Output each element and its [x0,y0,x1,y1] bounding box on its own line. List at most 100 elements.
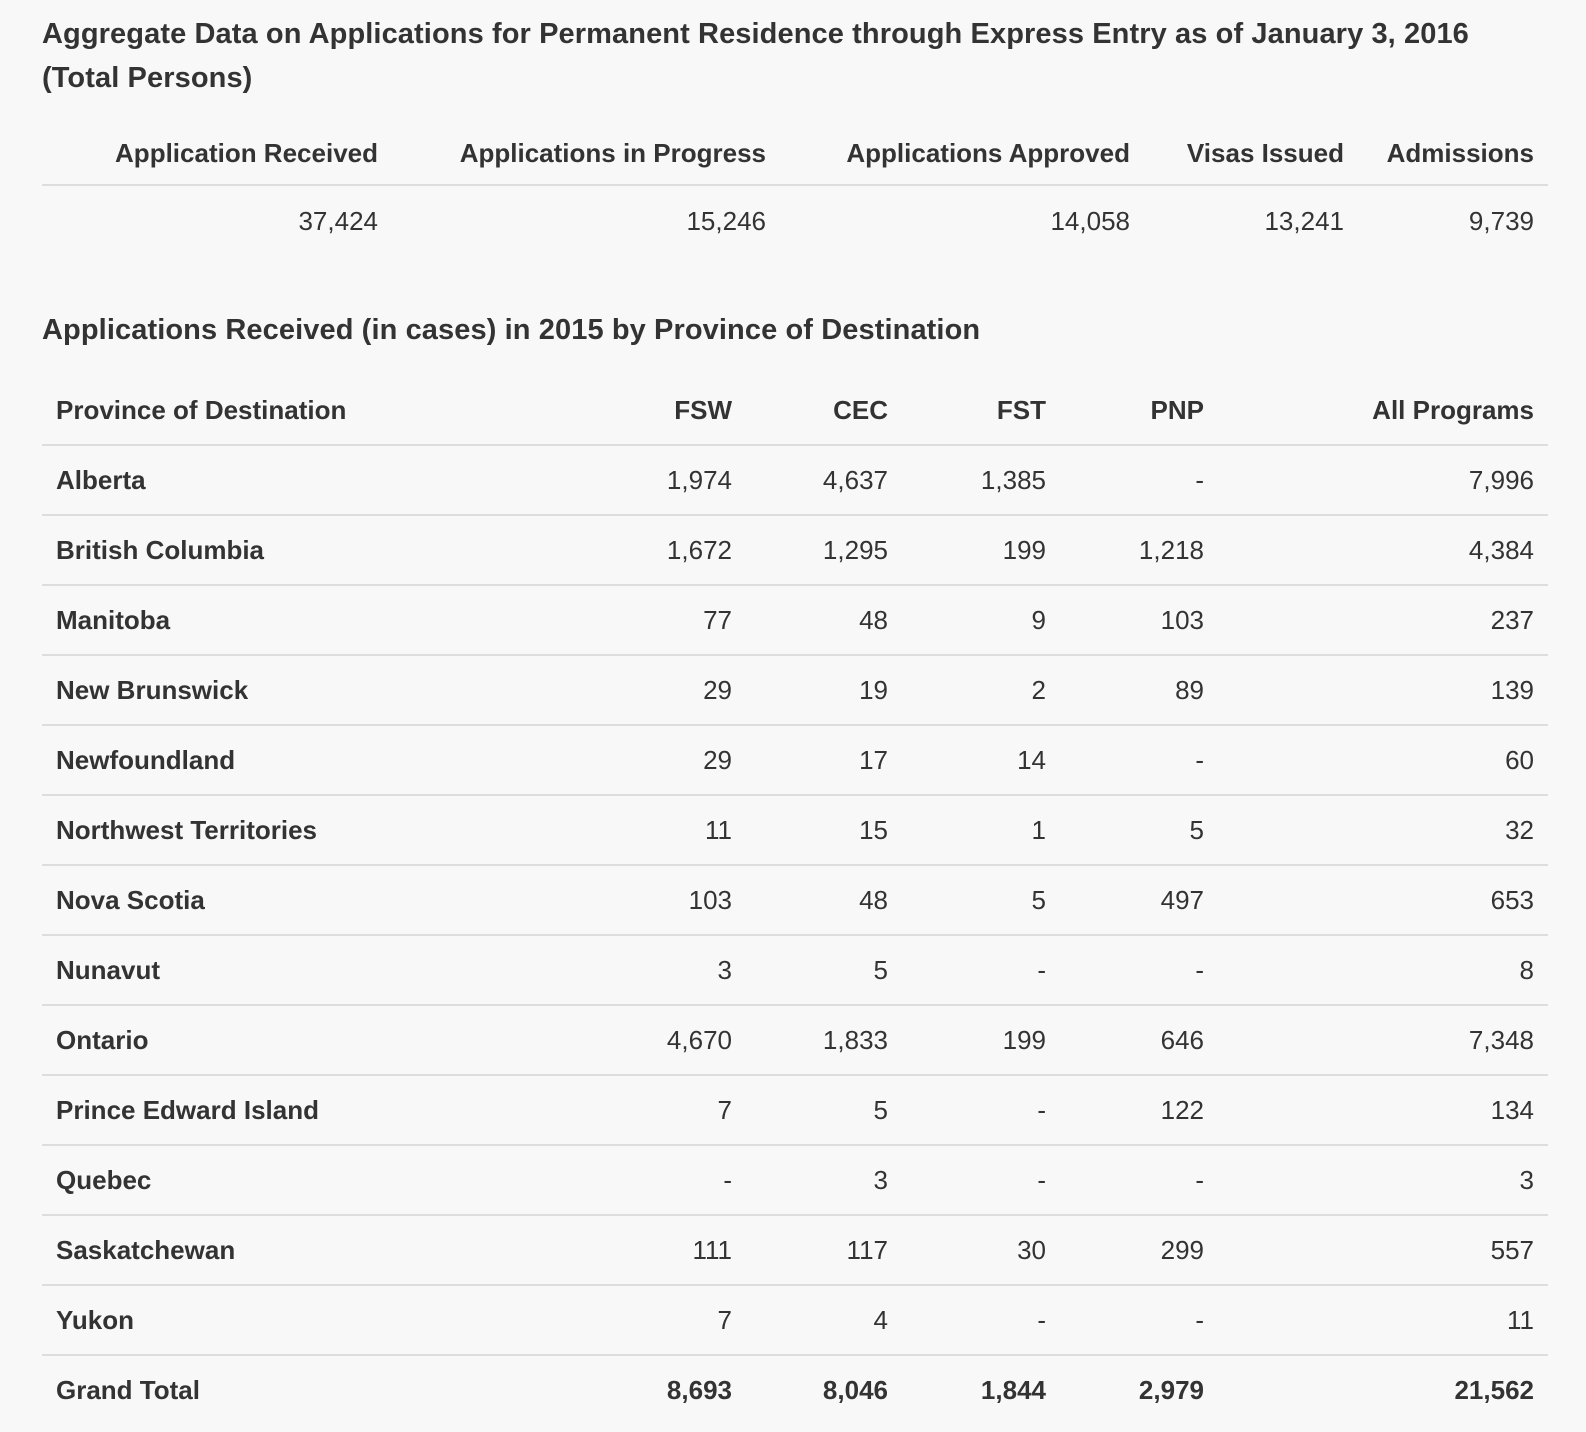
all-programs-cell: 237 [1218,584,1548,655]
fsw-cell: 3 [590,934,746,1005]
pnp-cell: 497 [1060,864,1218,935]
grand-total-label: Grand Total [42,1354,590,1424]
cec-cell: 1,295 [746,514,902,585]
pnp-cell: 103 [1060,584,1218,655]
table-row: Saskatchewan 111 117 30 299 557 [42,1214,1548,1285]
aggregate-table: Application Received Applications in Pro… [42,122,1548,256]
fsw-cell: 29 [590,654,746,725]
province-name-cell: Ontario [42,1004,590,1075]
header-fst: FST [902,376,1060,446]
table-row: Newfoundland 29 17 14-60 [42,724,1548,795]
province-name-cell: Prince Edward Island [42,1074,590,1145]
table-row: New Brunswick 29 19 2 89 139 [42,654,1548,725]
fsw-cell: 11 [590,794,746,865]
fsw-cell: 7 [590,1074,746,1145]
table-row: Alberta 1,974 4,637 1,385-7,996 [42,444,1548,515]
fsw-cell: 103 [590,864,746,935]
table-row: Prince Edward Island 7 5-122 134 [42,1074,1548,1145]
fsw-cell: 1,974 [590,444,746,515]
table-row: Yukon 7 4- -11 [42,1284,1548,1355]
fst-cell: - [902,1144,1060,1215]
fst-cell: 9 [902,584,1060,655]
pnp-cell: 122 [1060,1074,1218,1145]
fst-cell: 2 [902,654,1060,725]
fst-cell: 1 [902,794,1060,865]
province-name-cell: Nunavut [42,934,590,1005]
province-name-cell: Quebec [42,1144,590,1215]
aggregate-title: Aggregate Data on Applications for Perma… [42,18,1469,94]
pnp-cell: - [1060,724,1218,795]
header-admissions: Admissions [1358,122,1548,186]
province-name-cell: New Brunswick [42,654,590,725]
all-programs-cell: 653 [1218,864,1548,935]
fst-cell: - [902,1074,1060,1145]
fst-cell: 5 [902,864,1060,935]
grand-total-pnp: 2,979 [1060,1354,1218,1424]
province-name-cell: Newfoundland [42,724,590,795]
header-pnp: PNP [1060,376,1218,446]
province-title: Applications Received (in cases) in 2015… [42,314,981,346]
grand-total-fsw: 8,693 [590,1354,746,1424]
cec-cell: 17 [746,724,902,795]
pnp-cell: - [1060,1284,1218,1355]
fst-cell: 199 [902,514,1060,585]
value-applications-in-progress: 15,246 [686,205,766,236]
fst-cell: - [902,1284,1060,1355]
province-name-cell: Manitoba [42,584,590,655]
all-programs-cell: 7,996 [1218,444,1548,515]
fsw-cell: 4,670 [590,1004,746,1075]
all-programs-cell: 60 [1218,724,1548,795]
all-programs-cell: 4,384 [1218,514,1548,585]
all-programs-cell: 7,348 [1218,1004,1548,1075]
table-row: Ontario 4,670 1,833 199 646 7,348 [42,1004,1548,1075]
cec-cell: 15 [746,794,902,865]
province-name-cell: Northwest Territories [42,794,590,865]
cec-cell: 48 [746,584,902,655]
pnp-cell: 299 [1060,1214,1218,1285]
all-programs-cell: 139 [1218,654,1548,725]
header-province: Province of Destination [42,376,590,446]
table-row: Manitoba 77 48 9 103 237 [42,584,1548,655]
all-programs-cell: 11 [1218,1284,1548,1355]
province-table: Province of Destination FSW CEC FST PNP … [42,376,1548,1424]
province-name-cell: British Columbia [42,514,590,585]
fst-cell: - [902,934,1060,1005]
pnp-cell: - [1060,1144,1218,1215]
all-programs-cell: 557 [1218,1214,1548,1285]
value-applications-received: 37,424 [298,205,378,236]
pnp-cell: 5 [1060,794,1218,865]
fsw-cell: 111 [590,1214,746,1285]
aggregate-values-row: 37,424 15,246 14,058 13,241 9,739 [42,185,1548,256]
table-row: British Columbia 1,672 1,295 199 1,218 4,384 [42,514,1548,585]
fst-cell: 199 [902,1004,1060,1075]
province-table-body: Alberta 1,974 4,637 1,385-7,996 British Colu… [42,444,1548,1424]
grand-total-all-programs: 21,562 [1218,1354,1548,1424]
fsw-cell: 1,672 [590,514,746,585]
header-applications-approved: Applications Approved [780,122,1144,186]
value-visas-issued: 13,241 [1264,205,1344,236]
aggregate-header-row: Application Received Applications in Pro… [42,122,1548,186]
cec-cell: 5 [746,934,902,1005]
all-programs-cell: 32 [1218,794,1548,865]
fsw-cell: 7 [590,1284,746,1355]
pnp-cell: - [1060,444,1218,515]
grand-total-fst: 1,844 [902,1354,1060,1424]
cec-cell: 5 [746,1074,902,1145]
value-applications-approved: 14,058 [1050,205,1130,236]
fst-cell: 1,385 [902,444,1060,515]
all-programs-cell: 3 [1218,1144,1548,1215]
fst-cell: 30 [902,1214,1060,1285]
header-cec: CEC [746,376,902,446]
header-applications-received: Application Received [42,122,392,186]
all-programs-cell: 8 [1218,934,1548,1005]
cec-cell: 117 [746,1214,902,1285]
cec-cell: 3 [746,1144,902,1215]
fsw-cell: 29 [590,724,746,795]
header-all-programs: All Programs [1218,376,1548,446]
table-row: Nunavut 3 5- -8 [42,934,1548,1005]
all-programs-cell: 134 [1218,1074,1548,1145]
pnp-cell: 89 [1060,654,1218,725]
province-name-cell: Saskatchewan [42,1214,590,1285]
header-applications-in-progress: Applications in Progress [392,122,780,186]
